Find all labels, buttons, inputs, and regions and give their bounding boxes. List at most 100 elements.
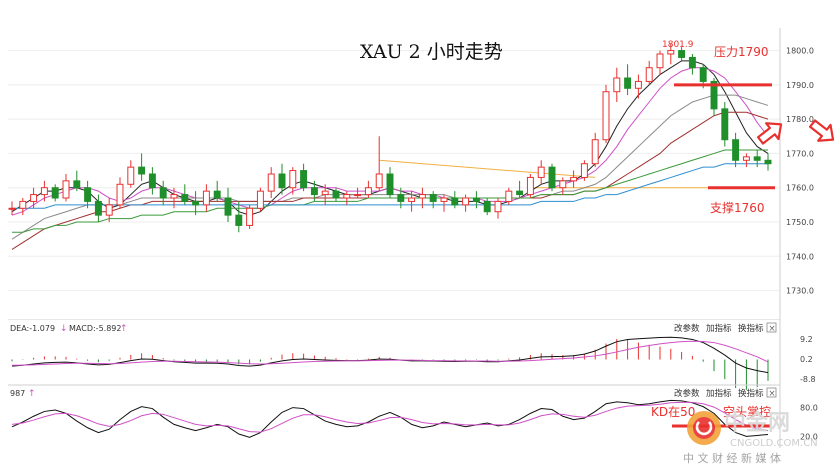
candle-body-17 (192, 200, 200, 206)
macd-panel (8, 320, 780, 385)
price-axis-ticks: 1730.0 1740.0 1750.0 1760.0 1770.0 1780.0 1790… (786, 47, 814, 296)
candle-20 (224, 187, 232, 222)
candle-body-55 (602, 91, 610, 141)
candle-body-40 (440, 197, 448, 202)
candle-53 (580, 160, 588, 181)
kd-annotation-text: KD在50 (651, 405, 695, 419)
macd-value-arrow-icon: ↑ (120, 324, 128, 334)
kdj-arrow-icon: ↑ (28, 389, 36, 399)
candle-body-69 (753, 156, 761, 161)
candle-body-31 (343, 194, 351, 199)
candle-52 (570, 170, 578, 188)
candle-21 (235, 201, 243, 233)
price-grid (8, 50, 780, 292)
candle-23 (256, 187, 264, 212)
macd-btn-switch-indicator[interactable]: 换指标 (738, 323, 764, 334)
candle-55 (602, 84, 610, 144)
candle-body-6 (73, 180, 81, 189)
kdj-close-icon[interactable]: × (766, 387, 777, 399)
candle-35 (386, 167, 394, 198)
candle-body-60 (656, 53, 664, 69)
candle-28 (310, 180, 318, 202)
candle-45 (494, 198, 502, 219)
candle-62 (678, 47, 686, 61)
candle-57 (624, 64, 632, 96)
candle-43 (472, 191, 480, 209)
trendline-upper (379, 159, 596, 178)
candle-59 (645, 60, 653, 85)
candle-body-22 (246, 207, 254, 226)
candle-body-26 (289, 170, 297, 189)
candle-4 (51, 184, 59, 202)
candle-body-57 (624, 77, 632, 89)
candle-47 (516, 180, 524, 198)
candle-29 (321, 184, 329, 205)
candle-49 (537, 160, 545, 185)
candle-body-62 (678, 50, 686, 58)
candle-27 (300, 163, 308, 192)
candle-17 (192, 191, 200, 216)
candle-body-46 (505, 190, 513, 202)
trend-annotation-text: 空头掌控 (723, 405, 771, 419)
candle-body-63 (688, 56, 696, 69)
candle-body-28 (310, 187, 318, 196)
candle-18 (202, 184, 210, 212)
candle-body-8 (94, 200, 102, 216)
candle-body-61 (667, 50, 675, 55)
candle-body-16 (181, 194, 189, 202)
candle-26 (289, 167, 297, 195)
candle-body-44 (483, 200, 491, 213)
watermark-brand: 中金网 (724, 410, 790, 436)
candle-69 (753, 150, 761, 168)
candle-5 (62, 174, 70, 202)
kdj-axis-ticks: 80.0 20.0 (800, 404, 818, 442)
candle-40 (440, 194, 448, 212)
candle-body-30 (332, 190, 340, 199)
candle-body-39 (429, 194, 437, 202)
candle-body-1 (19, 200, 27, 209)
kdj-plot (11, 399, 769, 438)
price-tick-1760: 1760.0 (786, 184, 814, 193)
macd-tick-0: 9.2 (800, 335, 813, 344)
candle-50 (548, 163, 556, 192)
candle-9 (105, 198, 113, 222)
kdj-btn-add-indicator[interactable]: 加指标 (706, 388, 732, 399)
candle-body-3 (40, 187, 48, 196)
price-tick-1750: 1750.0 (786, 218, 814, 227)
support-label: 支撑1760 (710, 200, 765, 215)
candle-body-50 (548, 166, 556, 189)
candle-38 (418, 187, 426, 209)
macd-dea-label: DEA:-1.079 (10, 324, 55, 333)
candle-46 (505, 187, 513, 205)
candle-body-10 (116, 183, 124, 206)
candle-3 (40, 180, 48, 202)
svg-text:×: × (769, 389, 776, 399)
kdj-btn-change-params[interactable]: 改参数 (674, 388, 700, 399)
candle-body-41 (451, 197, 459, 206)
candle-body-51 (559, 180, 567, 189)
candle-body-58 (634, 80, 642, 89)
macd-btn-change-params[interactable]: 改参数 (674, 323, 700, 334)
resistance-label: 压力1790 (714, 45, 769, 59)
kdj-btn-switch-indicator[interactable]: 换指标 (738, 388, 764, 399)
candle-60 (656, 50, 664, 75)
svg-text:×: × (769, 324, 776, 334)
candle-body-18 (202, 190, 210, 206)
macd-btn-add-indicator[interactable]: 加指标 (706, 323, 732, 334)
candle-body-68 (742, 156, 750, 161)
candle-body-38 (418, 194, 426, 199)
candle-body-25 (278, 173, 286, 189)
candle-body-49 (537, 166, 545, 178)
candle-body-13 (148, 173, 156, 189)
candle-body-65 (710, 80, 718, 110)
candle-13 (148, 167, 156, 195)
macd-close-icon[interactable]: × (766, 322, 777, 334)
candle-body-29 (321, 190, 329, 196)
candle-61 (667, 43, 675, 65)
candle-body-56 (613, 77, 621, 93)
candle-body-48 (526, 176, 534, 196)
candle-body-64 (699, 67, 707, 82)
candle-56 (613, 67, 621, 102)
candle-body-2 (30, 194, 38, 202)
